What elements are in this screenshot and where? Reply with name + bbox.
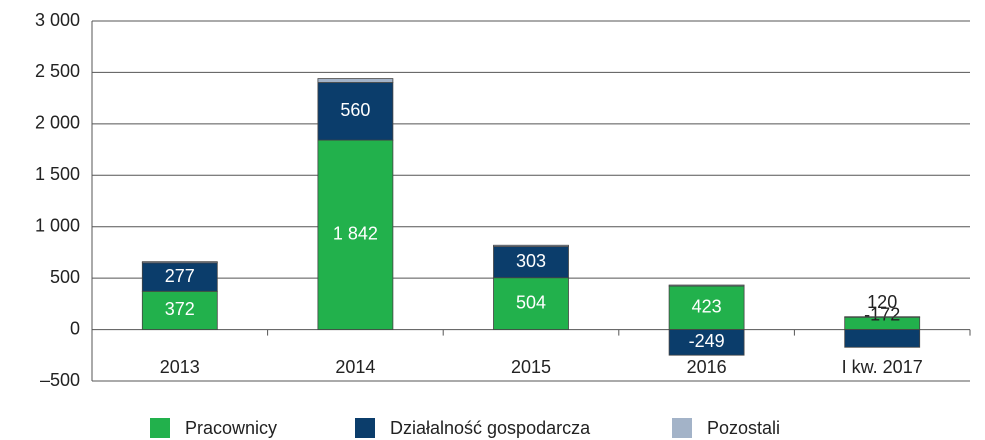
bar-segment <box>493 246 569 279</box>
bar-segment <box>668 284 745 287</box>
x-tick-label: 2016 <box>687 357 727 377</box>
x-tick-label: 2015 <box>511 357 551 377</box>
bar-segment <box>317 78 394 83</box>
y-tick-label: 0 <box>70 318 80 338</box>
data-label: 560 <box>340 100 370 120</box>
legend-label: Pracownicy <box>185 418 277 438</box>
data-label: 277 <box>165 266 195 286</box>
legend-swatch <box>672 418 692 438</box>
legend-label: Działalność gospodarcza <box>390 418 591 438</box>
y-tick-label: 500 <box>50 267 80 287</box>
bar-segment <box>668 329 745 356</box>
bar-segment <box>844 316 921 318</box>
y-tick-label: 2 500 <box>35 61 80 81</box>
bar-segment <box>317 82 394 141</box>
y-tick-label: 2 000 <box>35 113 80 133</box>
x-tick-label: 2014 <box>335 357 375 377</box>
data-label: -172 <box>864 304 900 324</box>
y-tick-label: 3 000 <box>35 10 80 30</box>
data-label: 120 <box>867 292 897 312</box>
data-label: 303 <box>516 251 546 271</box>
x-tick-label: 2013 <box>160 357 200 377</box>
data-label: 423 <box>692 297 722 317</box>
data-label: -249 <box>689 331 725 351</box>
bar-segment <box>141 290 218 330</box>
bar-segment <box>844 329 921 348</box>
bar-segment <box>141 261 218 264</box>
bar-segment <box>317 139 394 330</box>
legend-swatch <box>150 418 170 438</box>
data-label: 504 <box>516 292 546 312</box>
y-tick-label: 1 000 <box>35 215 80 235</box>
bar-segment <box>141 262 218 292</box>
bar-segment <box>493 277 569 330</box>
legend-label: Pozostali <box>707 418 780 438</box>
data-label: 1 842 <box>333 224 378 244</box>
data-label: 372 <box>165 299 195 319</box>
x-tick-label: I kw. 2017 <box>842 357 923 377</box>
y-tick-label: 1 500 <box>35 164 80 184</box>
legend-swatch <box>355 418 375 438</box>
bar-segment <box>493 244 569 247</box>
y-tick-label: –500 <box>40 370 80 390</box>
